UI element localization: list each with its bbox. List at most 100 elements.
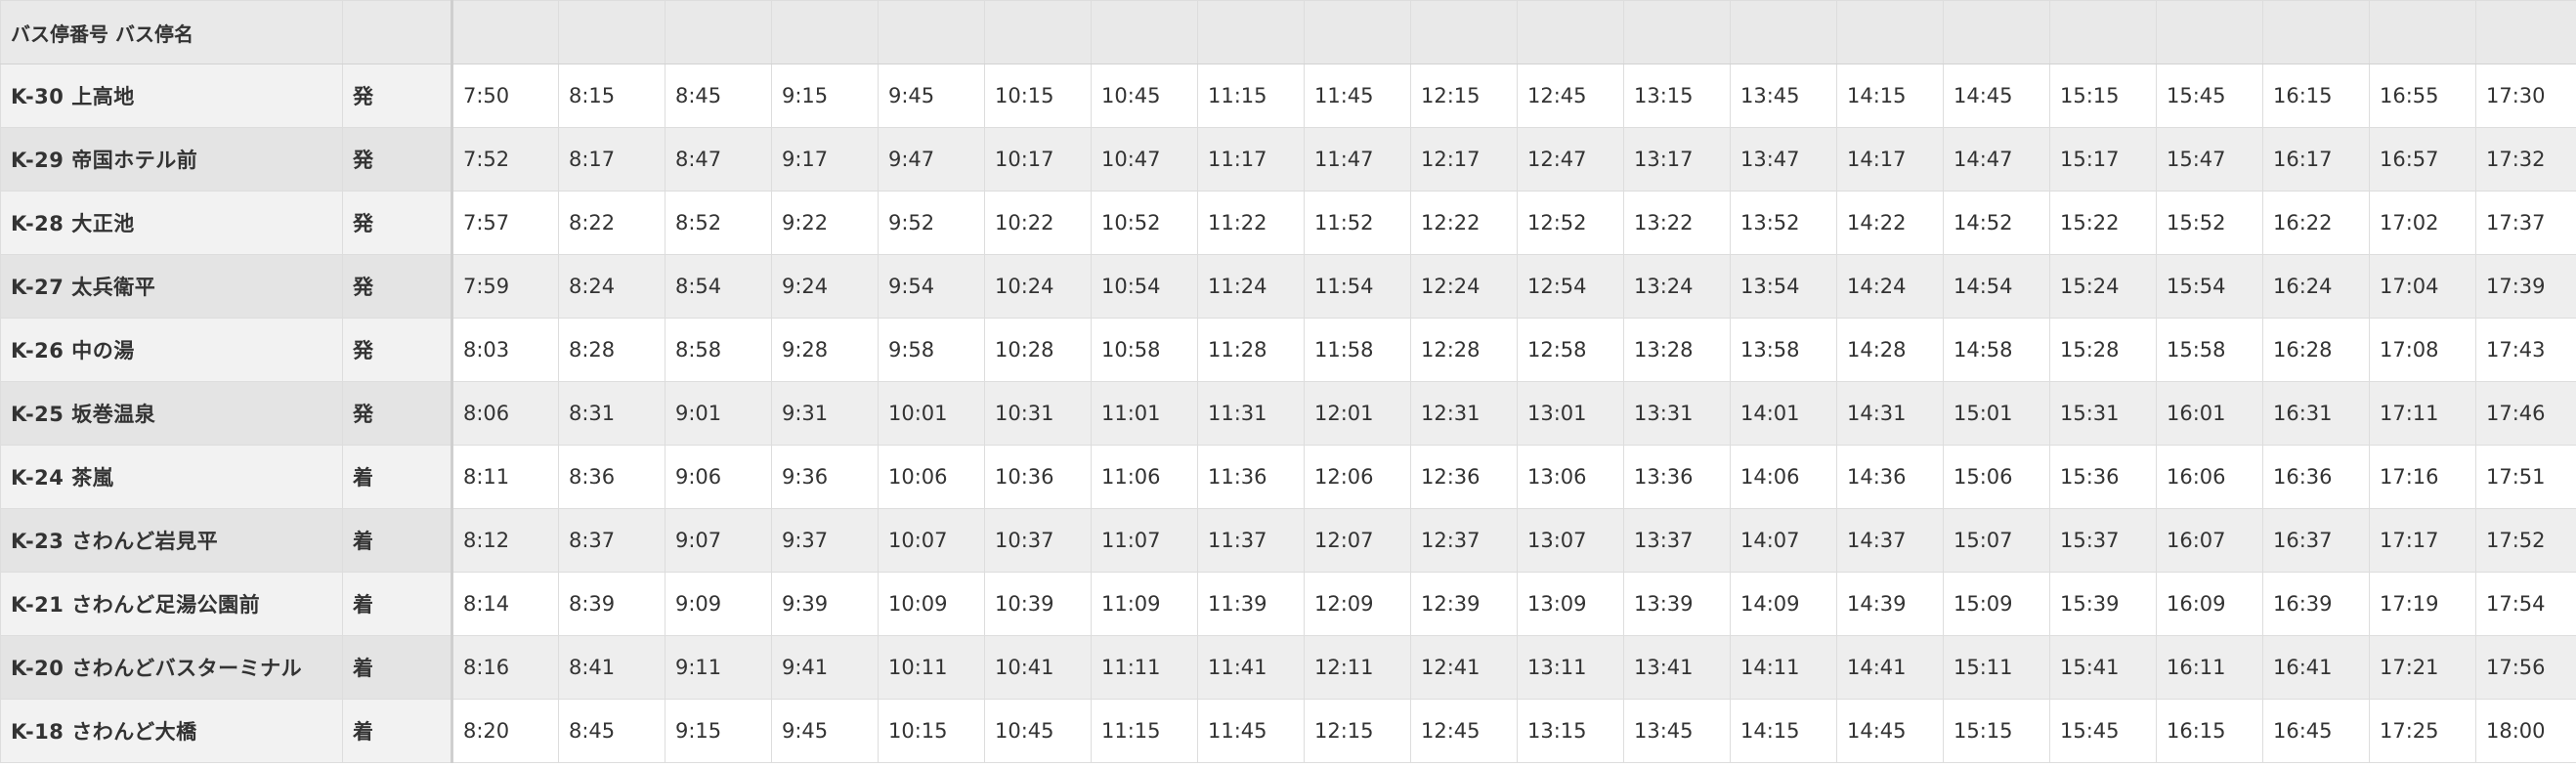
time-cell: 12:58 — [1517, 318, 1624, 382]
time-column-header — [2156, 0, 2263, 64]
time-cell: 11:52 — [1304, 191, 1411, 255]
time-cell: 11:28 — [1197, 318, 1305, 382]
time-cell: 8:31 — [558, 381, 665, 446]
table-row: K-30 上高地発 7:50 8:15 8:45 9:15 9:45 10:15 10:45 1… — [0, 64, 2576, 128]
time-cell: 15:37 — [2049, 508, 2157, 573]
time-cell: 13:24 — [1623, 254, 1731, 319]
time-cell: 12:37 — [1410, 508, 1518, 573]
time-cell: 15:15 — [1943, 699, 2050, 763]
table-row: K-21 さわんど足湯公園前着 8:14 8:39 9:09 9:39 10:09 10:3… — [0, 572, 2576, 636]
time-cell: 11:39 — [1197, 572, 1305, 636]
time-cell: 16:06 — [2156, 445, 2263, 509]
time-cell: 9:37 — [771, 508, 879, 573]
time-cell: 12:09 — [1304, 572, 1411, 636]
time-cell: 13:28 — [1623, 318, 1731, 382]
time-cell: 17:51 — [2475, 445, 2576, 509]
time-cell: 15:22 — [2049, 191, 2157, 255]
direction-label: 発 — [342, 381, 453, 446]
direction-label: 発 — [342, 127, 453, 192]
time-cell: 11:45 — [1304, 64, 1411, 128]
time-cell: 13:47 — [1730, 127, 1837, 192]
time-cell: 14:45 — [1836, 699, 1944, 763]
time-cell: 10:47 — [1091, 127, 1198, 192]
time-cell: 13:36 — [1623, 445, 1731, 509]
time-cell: 16:57 — [2369, 127, 2476, 192]
time-cell: 17:52 — [2475, 508, 2576, 573]
time-cell: 13:11 — [1517, 635, 1624, 700]
stop-name: K-18 さわんど大橋 — [0, 699, 343, 763]
time-cell: 7:50 — [451, 64, 559, 128]
time-column-header — [1943, 0, 2050, 64]
time-cell: 14:07 — [1730, 508, 1837, 573]
time-cell: 8:41 — [558, 635, 665, 700]
table-row: K-20 さわんどバスターミナル着 8:16 8:41 9:11 9:41 10:11 10… — [0, 635, 2576, 700]
time-cell: 10:52 — [1091, 191, 1198, 255]
time-cell: 11:17 — [1197, 127, 1305, 192]
time-cell: 15:41 — [2049, 635, 2157, 700]
time-cell: 10:45 — [1091, 64, 1198, 128]
time-column-header — [665, 0, 772, 64]
time-cell: 11:45 — [1197, 699, 1305, 763]
time-cell: 11:47 — [1304, 127, 1411, 192]
time-cell: 16:39 — [2262, 572, 2370, 636]
direction-label: 着 — [342, 635, 453, 700]
stop-name: K-29 帝国ホテル前 — [0, 127, 343, 192]
time-column-header — [2262, 0, 2370, 64]
time-cell: 14:45 — [1943, 64, 2050, 128]
time-cell: 9:01 — [665, 381, 772, 446]
time-cell: 11:24 — [1197, 254, 1305, 319]
time-cell: 14:39 — [1836, 572, 1944, 636]
stop-name: K-20 さわんどバスターミナル — [0, 635, 343, 700]
time-cell: 10:24 — [984, 254, 1092, 319]
time-cell: 13:37 — [1623, 508, 1731, 573]
time-cell: 8:22 — [558, 191, 665, 255]
time-column-header — [878, 0, 985, 64]
time-cell: 11:58 — [1304, 318, 1411, 382]
time-column-header — [1623, 0, 1731, 64]
time-cell: 13:52 — [1730, 191, 1837, 255]
time-column-header — [984, 0, 1092, 64]
time-cell: 14:01 — [1730, 381, 1837, 446]
table-row: K-27 太兵衛平発 7:59 8:24 8:54 9:24 9:54 10:24 10:54… — [0, 254, 2576, 319]
time-cell: 14:58 — [1943, 318, 2050, 382]
time-cell: 15:01 — [1943, 381, 2050, 446]
time-cell: 17:43 — [2475, 318, 2576, 382]
time-cell: 10:11 — [878, 635, 985, 700]
time-cell: 16:15 — [2156, 699, 2263, 763]
time-cell: 17:25 — [2369, 699, 2476, 763]
time-cell: 13:01 — [1517, 381, 1624, 446]
time-cell: 13:54 — [1730, 254, 1837, 319]
time-cell: 15:09 — [1943, 572, 2050, 636]
time-cell: 15:15 — [2049, 64, 2157, 128]
time-cell: 12:31 — [1410, 381, 1518, 446]
time-cell: 15:31 — [2049, 381, 2157, 446]
time-cell: 11:41 — [1197, 635, 1305, 700]
time-cell: 14:31 — [1836, 381, 1944, 446]
time-cell: 16:17 — [2262, 127, 2370, 192]
time-cell: 9:36 — [771, 445, 879, 509]
time-cell: 10:17 — [984, 127, 1092, 192]
time-cell: 14:17 — [1836, 127, 1944, 192]
time-cell: 8:06 — [451, 381, 559, 446]
stop-column-header: バス停番号 バス停名 — [0, 0, 343, 64]
time-cell: 12:22 — [1410, 191, 1518, 255]
time-cell: 12:07 — [1304, 508, 1411, 573]
time-cell: 15:58 — [2156, 318, 2263, 382]
time-cell: 11:06 — [1091, 445, 1198, 509]
time-cell: 8:58 — [665, 318, 772, 382]
table-row: K-18 さわんど大橋着 8:20 8:45 9:15 9:45 10:15 10:45 11… — [0, 699, 2576, 763]
time-cell: 11:01 — [1091, 381, 1198, 446]
stop-name: K-23 さわんど岩見平 — [0, 508, 343, 573]
time-cell: 9:06 — [665, 445, 772, 509]
time-cell: 8:20 — [451, 699, 559, 763]
time-cell: 13:58 — [1730, 318, 1837, 382]
time-cell: 17:21 — [2369, 635, 2476, 700]
table-row: K-28 大正池発 7:57 8:22 8:52 9:22 9:52 10:22 10:52 1… — [0, 191, 2576, 255]
time-cell: 13:45 — [1623, 699, 1731, 763]
time-cell: 9:39 — [771, 572, 879, 636]
time-cell: 16:41 — [2262, 635, 2370, 700]
time-cell: 9:41 — [771, 635, 879, 700]
time-cell: 16:55 — [2369, 64, 2476, 128]
time-cell: 14:09 — [1730, 572, 1837, 636]
time-cell: 12:47 — [1517, 127, 1624, 192]
